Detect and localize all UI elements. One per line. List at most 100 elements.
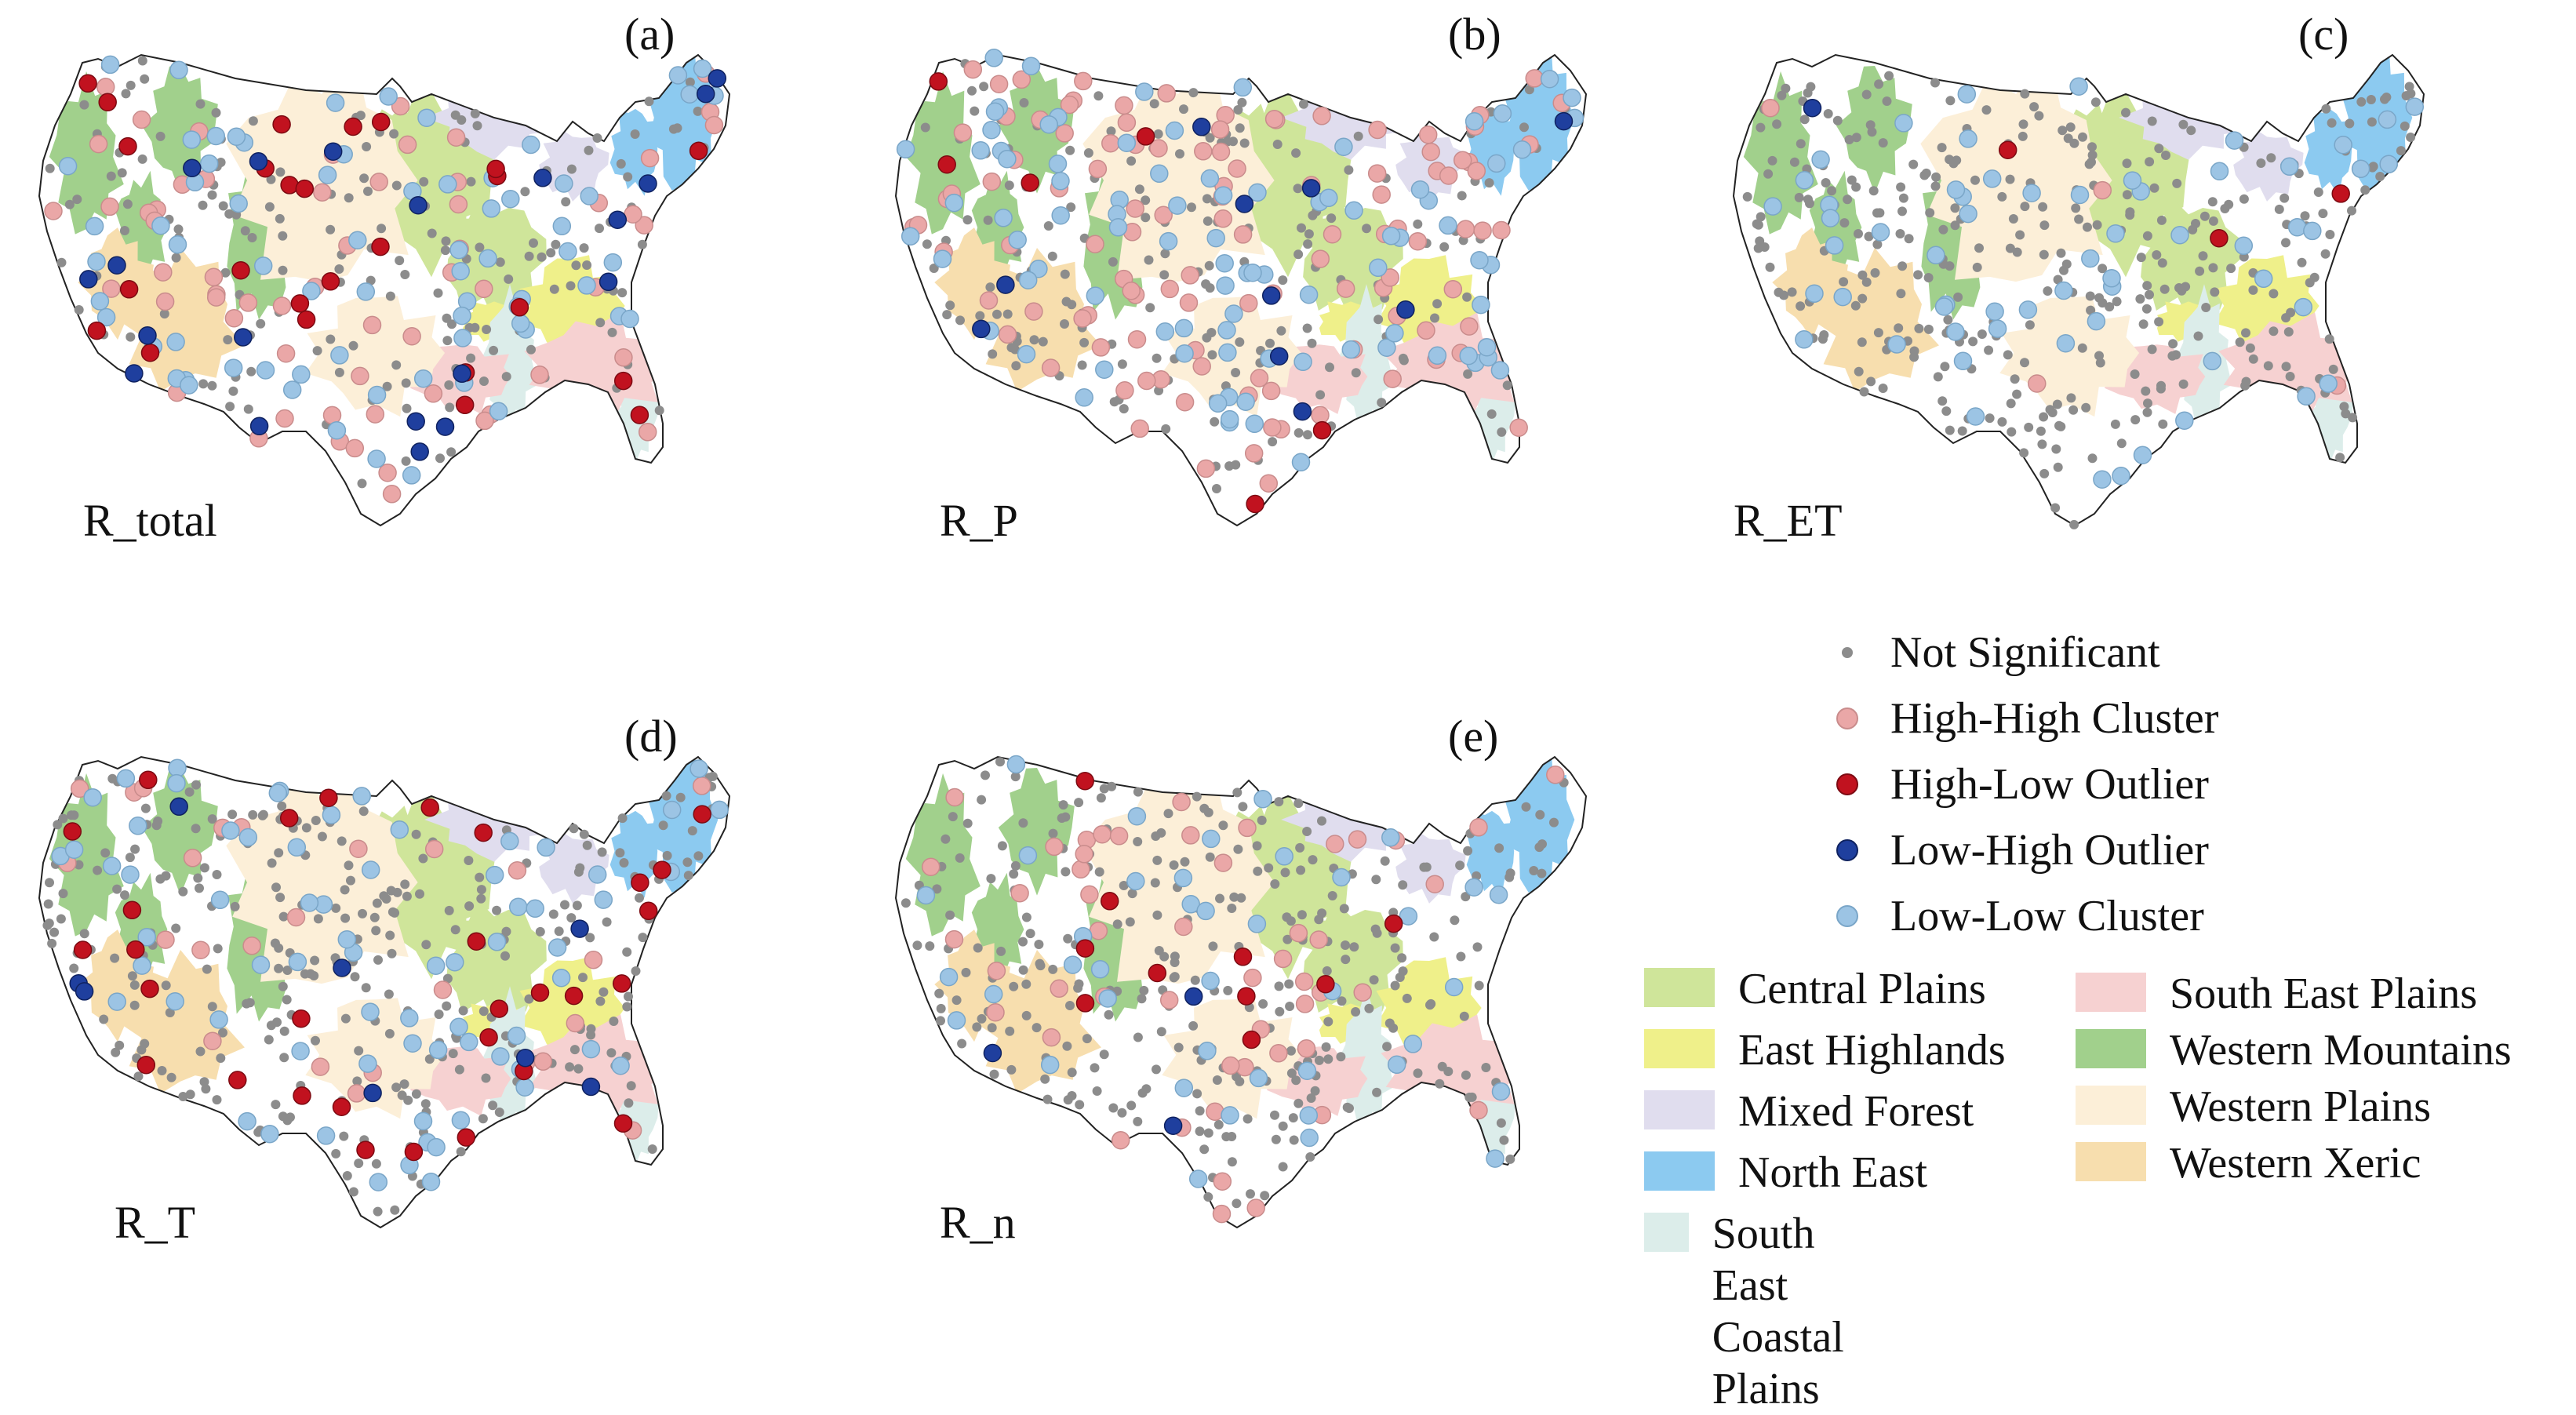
station-point [1156,1027,1166,1037]
station-point [275,167,286,177]
station-point [2087,453,2098,464]
station-point [242,937,261,955]
station-point [1823,109,1833,118]
station-point [1270,1110,1279,1120]
station-point [453,306,471,326]
panel-variable-e: R_n [940,1197,1016,1248]
station-point [402,466,421,485]
station-point [1133,837,1143,846]
station-point [351,366,369,386]
station-point [983,215,993,225]
station-point [2019,448,2029,458]
station-point [248,809,258,820]
station-point [489,999,509,1018]
station-point [1235,337,1245,347]
station-point [1043,221,1053,231]
station-point [249,152,268,171]
station-point [362,142,372,151]
station-point [1369,975,1379,985]
station-point [1274,797,1284,807]
panel-variable-a: R_total [83,495,217,546]
station-point [662,850,672,860]
station-point [2087,142,2097,152]
station-point [2234,236,2254,256]
station-point [2059,265,2068,275]
station-point [2320,249,2330,259]
region-label: Western Xeric [2170,1139,2421,1188]
station-point [1117,359,1127,369]
station-point [1079,337,1090,347]
station-point [1196,459,1216,478]
station-point [56,914,66,924]
station-point [1344,165,1354,175]
ecoregion-mixed-forest [2233,129,2304,202]
station-point [238,293,258,312]
station-point [1461,892,1471,902]
station-point [689,141,708,161]
station-point [1297,1039,1316,1058]
station-point [409,195,428,215]
station-point [524,994,534,1004]
station-point [1384,1018,1395,1028]
station-point [537,838,555,857]
station-point [1137,371,1156,391]
station-point [251,955,271,974]
station-point [382,485,402,504]
station-point [1203,1128,1213,1138]
station-point [475,872,485,882]
station-point [1765,262,1775,272]
station-point [371,237,390,256]
station-point [2400,121,2410,131]
station-point [166,333,185,351]
station-point [271,1100,281,1110]
station-point [155,131,166,141]
station-point [564,986,584,1006]
station-point [121,865,140,884]
station-point [313,183,332,202]
station-point [1106,126,1116,136]
station-point [361,860,380,879]
station-point [614,348,633,367]
ecoregion-mixed-forest [539,831,609,904]
station-point [169,60,188,80]
station-point [1224,461,1235,471]
station-point [1119,404,1129,414]
station-point [1943,315,1953,325]
station-point [1344,201,1363,220]
station-point [987,961,1006,980]
station-point [1291,453,1311,472]
station-point [1093,91,1104,101]
station-point [286,908,306,927]
station-point [2106,224,2125,243]
station-point [1250,369,1269,387]
station-point [1774,287,1784,297]
station-point [1364,1003,1374,1013]
station-point [1065,1001,1075,1010]
station-point [615,848,625,858]
station-point [56,257,67,267]
station-point [446,128,466,147]
station-point [1082,1034,1092,1044]
station-point [1988,319,2007,338]
station-point [1119,881,1129,890]
station-point [140,343,160,362]
station-point [2283,327,2294,337]
station-point [102,857,122,875]
station-point [58,889,68,899]
station-point [2141,386,2151,396]
station-point [198,379,209,389]
station-point [1871,223,1890,242]
station-point [1130,419,1149,438]
station-point [2201,303,2211,312]
station-point [1308,210,1318,220]
station-point [572,900,582,911]
map-panel-e: (e) R_n [864,710,1617,1259]
station-point [1137,994,1147,1004]
station-point [347,1084,366,1103]
station-point [1160,249,1170,259]
station-point [1370,924,1381,934]
station-point [693,851,704,861]
station-point [402,403,412,413]
us-outline [38,755,731,1229]
station-point [1833,287,1852,307]
